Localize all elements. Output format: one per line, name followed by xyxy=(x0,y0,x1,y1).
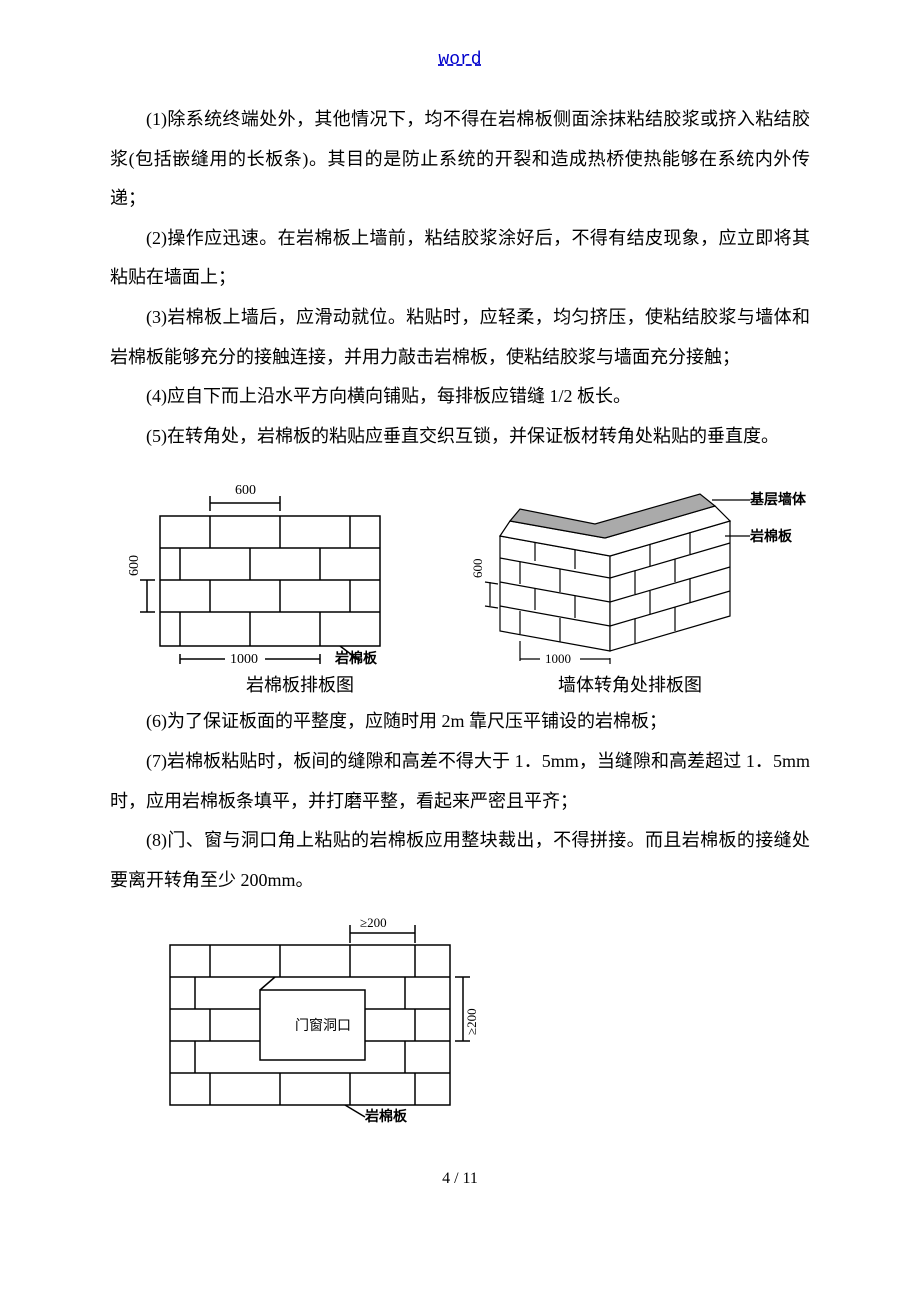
paragraph-8: (8)门、窗与洞口角上粘贴的岩棉板应用整块裁出，不得拼接。而且岩棉板的接缝处要离… xyxy=(110,821,810,900)
page-footer: 4 / 11 xyxy=(110,1170,810,1188)
caption-1: 岩棉板排板图 xyxy=(150,671,450,697)
paragraph-4: (4)应自下而上沿水平方向横向铺贴，每排板应错缝 1/2 板长。 xyxy=(110,377,810,417)
diagram-corner-icon: 600 1000 基层墙体 岩棉板 xyxy=(450,466,810,666)
document-page: word (1)除系统终端处外，其他情况下，均不得在岩棉板侧面涂抹粘结胶浆或挤入… xyxy=(0,0,920,1302)
paragraph-7: (7)岩棉板粘贴时，板间的缝隙和高差不得大于 1．5mm，当缝隙和高差超过 1．… xyxy=(110,742,810,821)
fig2-label-base: 基层墙体 xyxy=(750,491,807,508)
paragraph-5: (5)在转角处，岩棉板的粘贴应垂直交织互锁，并保证板材转角处粘贴的垂直度。 xyxy=(110,417,810,457)
fig2-dim-bottom: 1000 xyxy=(545,651,571,666)
caption-2: 墙体转角处排板图 xyxy=(480,671,780,697)
fig3-dim-right: ≥200 xyxy=(464,1009,479,1036)
dim-left: 600 xyxy=(127,555,142,576)
fig3-label: 岩棉板 xyxy=(364,1108,408,1125)
figure-2: 600 1000 基层墙体 岩棉板 xyxy=(450,466,810,666)
dim-top: 600 xyxy=(235,483,256,498)
captions-row: 岩棉板排板图 墙体转角处排板图 xyxy=(110,671,810,697)
paragraph-2: (2)操作应迅速。在岩棉板上墙前，粘结胶浆涂好后，不得有结皮现象，应立即将其粘贴… xyxy=(110,219,810,298)
fig2-dim-left: 600 xyxy=(470,559,485,579)
fig3-opening-label: 门窗洞口 xyxy=(295,1017,351,1034)
paragraph-6: (6)为了保证板面的平整度，应随时用 2m 靠尺压平铺设的岩棉板； xyxy=(110,702,810,742)
dim-bottom: 1000 xyxy=(230,652,258,666)
fig3-dim-top: ≥200 xyxy=(360,915,387,930)
figure-3: 门窗洞口 ≥200 ≥200 岩棉板 xyxy=(150,905,810,1130)
diagram-opening-icon: 门窗洞口 ≥200 ≥200 岩棉板 xyxy=(150,905,490,1125)
diagram-layout-icon: 600 600 1000 岩棉板 xyxy=(110,466,410,666)
figures-row-1: 600 600 1000 岩棉板 xyxy=(110,466,810,666)
paragraph-3: (3)岩棉板上墙后，应滑动就位。粘贴时，应轻柔，均匀挤压，使粘结胶浆与墙体和岩棉… xyxy=(110,298,810,377)
header-link[interactable]: word xyxy=(110,50,810,70)
figure-1: 600 600 1000 岩棉板 xyxy=(110,466,410,666)
fig1-label: 岩棉板 xyxy=(334,650,378,666)
fig2-label-board: 岩棉板 xyxy=(749,528,793,545)
paragraph-1: (1)除系统终端处外，其他情况下，均不得在岩棉板侧面涂抹粘结胶浆或挤入粘结胶浆(… xyxy=(110,100,810,219)
